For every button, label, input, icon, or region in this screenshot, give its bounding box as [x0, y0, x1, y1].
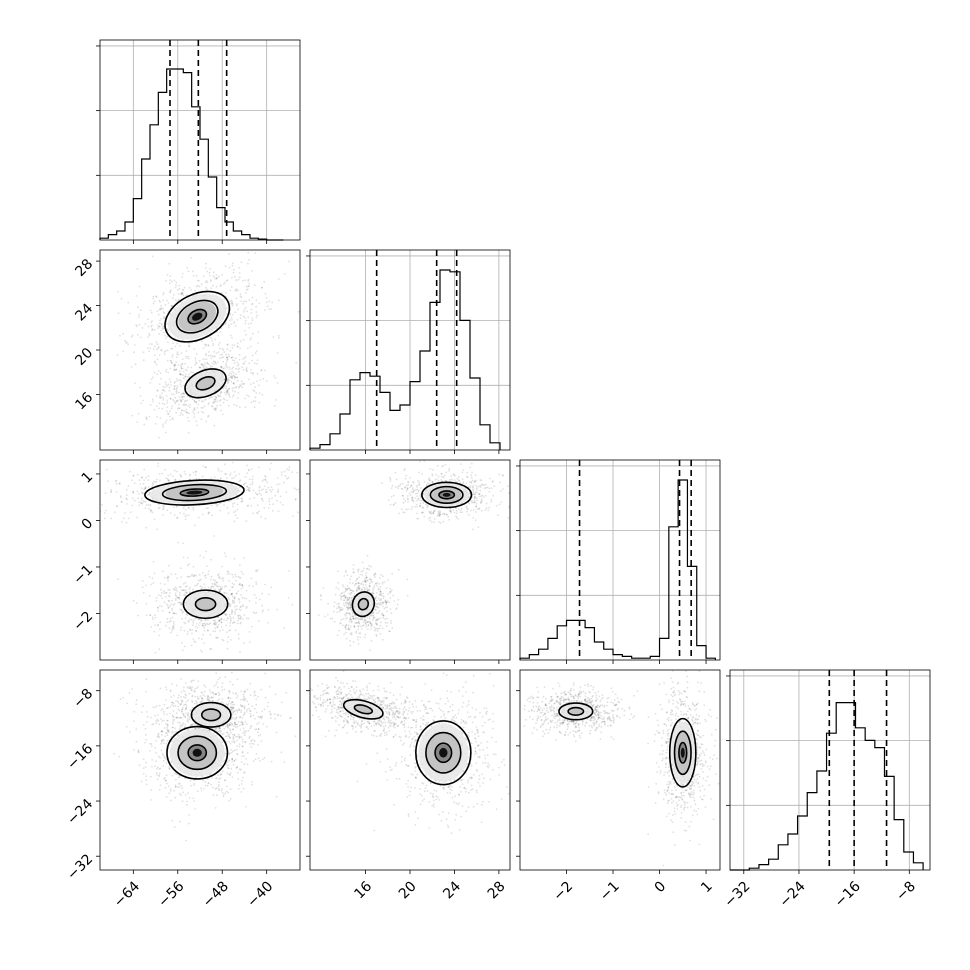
contour-line	[166, 725, 229, 780]
contour-line	[342, 698, 384, 720]
density-peak	[192, 748, 202, 757]
contour-line	[179, 488, 210, 497]
contour-line	[567, 706, 585, 716]
y-tick-label: 1	[79, 469, 97, 487]
x-tick-label: −2	[550, 878, 576, 904]
contour-line	[353, 704, 374, 715]
contour-line	[195, 376, 216, 391]
contour-line	[200, 708, 222, 722]
y-tick-label: 20	[72, 345, 96, 369]
contour-line	[429, 485, 464, 504]
panel-frame	[99, 669, 301, 871]
density-peak	[442, 492, 451, 497]
x-tick-label: 24	[440, 878, 464, 902]
x-tick-label: 16	[351, 878, 375, 902]
x-tick-label: −16	[832, 878, 864, 910]
y-tick-label: −8	[70, 686, 96, 712]
contour-line	[421, 481, 473, 509]
scatter-panel-0-1	[96, 249, 301, 454]
panel-frame	[99, 249, 301, 451]
contour-line	[438, 490, 456, 500]
histogram-2	[519, 479, 716, 660]
histogram-panel-3	[726, 669, 931, 874]
contour-line	[434, 742, 453, 764]
density-level	[358, 599, 368, 610]
y-tick-label: −2	[70, 608, 96, 634]
x-tick-label: −56	[155, 878, 187, 910]
contour-line	[194, 596, 217, 612]
x-tick-label: 20	[396, 878, 420, 902]
contour-line	[187, 308, 208, 325]
x-tick-label: −32	[721, 878, 753, 910]
y-tick-label: 24	[72, 300, 96, 324]
x-tick-label: −8	[893, 878, 919, 904]
histogram-0	[99, 68, 284, 241]
panel-frame	[519, 669, 721, 871]
contour-line	[678, 741, 688, 764]
contour-line	[182, 589, 229, 620]
scatter-panel-2-3	[516, 669, 721, 874]
contour-line	[415, 720, 472, 786]
x-tick-label: −24	[777, 878, 809, 910]
y-tick-label: −32	[64, 851, 96, 883]
density-peak	[439, 747, 448, 758]
x-tick-label: 0	[652, 878, 670, 896]
contour-line	[161, 483, 228, 502]
histogram-panel-2	[516, 459, 721, 664]
x-tick-label: 28	[485, 878, 509, 902]
histogram-panel-0	[96, 39, 301, 244]
density-level	[202, 709, 220, 721]
contour-line	[425, 731, 462, 774]
y-tick-label: 16	[72, 389, 96, 413]
density-peak	[680, 747, 685, 758]
panel-frame	[519, 459, 721, 661]
x-tick-label: −40	[244, 878, 276, 910]
contour-line	[668, 717, 697, 788]
histogram-panel-1	[306, 249, 511, 454]
panel-frame	[99, 459, 301, 661]
contour-line	[177, 735, 218, 771]
density-peak	[192, 312, 203, 321]
contour-line	[190, 701, 232, 728]
scatter-points	[310, 670, 510, 835]
panel-frame	[309, 669, 511, 871]
y-tick-label: −16	[64, 741, 96, 773]
y-tick-label: 28	[72, 256, 96, 280]
histogram-3	[730, 702, 924, 871]
scatter-panel-1-3	[306, 669, 511, 874]
x-tick-label: −64	[111, 878, 143, 910]
contour-line	[164, 290, 231, 343]
density-level	[196, 598, 215, 610]
histogram-1	[309, 269, 501, 450]
x-tick-label: −48	[200, 878, 232, 910]
contour-line	[673, 730, 692, 776]
contour-line	[187, 744, 208, 762]
panel-frame	[729, 669, 931, 871]
panel-frame	[99, 39, 301, 241]
x-tick-label: 1	[698, 878, 716, 896]
scatter-points	[317, 460, 510, 652]
density-level	[568, 707, 583, 715]
x-tick-label: −1	[597, 878, 623, 904]
scatter-panel-0-2	[96, 459, 301, 664]
density-level	[197, 377, 215, 390]
contour-line	[558, 702, 594, 721]
contour-line	[144, 479, 245, 506]
contour-line	[357, 597, 370, 611]
contour-line	[175, 299, 219, 334]
y-tick-label: −1	[70, 562, 96, 588]
y-tick-label: −24	[64, 796, 96, 828]
density-peak	[186, 490, 203, 495]
scatter-panel-0-3	[96, 669, 301, 874]
contour-line	[351, 591, 376, 618]
scatter-panel-1-2	[306, 459, 511, 664]
contour-line	[184, 368, 227, 399]
y-tick-label: 0	[79, 515, 97, 533]
